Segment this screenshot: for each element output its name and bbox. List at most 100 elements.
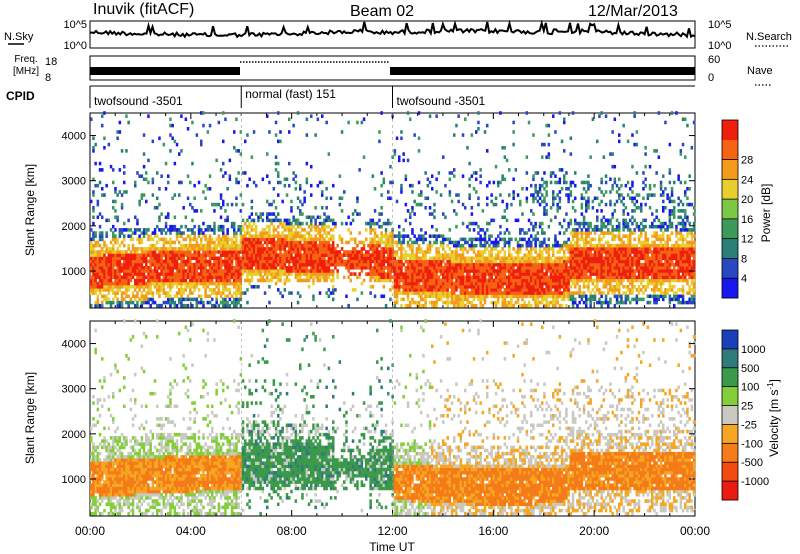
heatmap-cell bbox=[327, 269, 331, 273]
heatmap-cell bbox=[536, 278, 540, 283]
heatmap-cell bbox=[235, 288, 238, 292]
heatmap-cell bbox=[191, 247, 194, 251]
heatmap-cell bbox=[101, 285, 104, 289]
heatmap-cell bbox=[259, 234, 262, 238]
heatmap-cell bbox=[402, 262, 405, 267]
heatmap-cell bbox=[455, 259, 458, 264]
heatmap-cell bbox=[125, 285, 128, 289]
heatmap-cell bbox=[263, 250, 267, 254]
heatmap-cell bbox=[505, 300, 509, 305]
heatmap-cell bbox=[422, 291, 425, 295]
heatmap-cell bbox=[219, 237, 223, 242]
heatmap-cell bbox=[541, 262, 544, 267]
heatmap-cell bbox=[94, 256, 97, 261]
heatmap-cell bbox=[290, 247, 293, 251]
heatmap-cell bbox=[162, 281, 166, 286]
heatmap-cell bbox=[602, 215, 606, 220]
heatmap-cell bbox=[219, 278, 223, 283]
heatmap-cell bbox=[373, 266, 377, 270]
heatmap-cell bbox=[250, 234, 254, 238]
heatmap-cell bbox=[558, 266, 562, 270]
heatmap-cell bbox=[525, 199, 529, 204]
heatmap-cell bbox=[266, 215, 269, 220]
heatmap-cell bbox=[365, 237, 368, 242]
heatmap-cell bbox=[211, 247, 214, 251]
heatmap-cell bbox=[197, 224, 201, 229]
heatmap-cell bbox=[281, 231, 284, 235]
heatmap-cell bbox=[250, 228, 254, 232]
heatmap-cell bbox=[151, 281, 155, 286]
heatmap-cell bbox=[321, 275, 324, 280]
heatmap-cell bbox=[453, 291, 456, 295]
heatmap-cell bbox=[178, 180, 181, 185]
heatmap-cell bbox=[215, 158, 218, 163]
heatmap-cell bbox=[208, 262, 212, 267]
heatmap-cell bbox=[439, 288, 443, 292]
heatmap-cell bbox=[409, 275, 412, 280]
heatmap-cell bbox=[149, 259, 152, 264]
heatmap-cell bbox=[593, 231, 597, 235]
heatmap-cell bbox=[398, 234, 401, 238]
heatmap-cell bbox=[578, 275, 581, 280]
heatmap-cell bbox=[532, 288, 535, 292]
heatmap-cell bbox=[116, 253, 119, 257]
heatmap-cell bbox=[545, 155, 548, 159]
heatmap-cell bbox=[193, 262, 196, 267]
heatmap-cell bbox=[202, 221, 205, 226]
heatmap-cell bbox=[103, 240, 106, 245]
heatmap-cell bbox=[483, 247, 487, 251]
heatmap-cell bbox=[488, 262, 491, 267]
heatmap-cell bbox=[585, 199, 588, 204]
heatmap-cell bbox=[125, 190, 128, 194]
heatmap-cell bbox=[246, 224, 249, 229]
heatmap-cell bbox=[92, 256, 95, 261]
heatmap-cell bbox=[560, 285, 564, 289]
heatmap-cell bbox=[351, 288, 355, 292]
heatmap-cell bbox=[90, 262, 93, 267]
heatmap-cell bbox=[395, 266, 399, 270]
heatmap-cell bbox=[252, 218, 256, 223]
heatmap-cell bbox=[547, 256, 551, 261]
heatmap-cell bbox=[549, 266, 553, 270]
heatmap-cell bbox=[543, 294, 546, 299]
heatmap-cell bbox=[292, 247, 295, 251]
heatmap-cell bbox=[171, 256, 174, 261]
heatmap-cell bbox=[389, 297, 392, 302]
heatmap-cell bbox=[371, 237, 375, 242]
heatmap-cell bbox=[285, 269, 289, 273]
heatmap-cell bbox=[596, 266, 599, 270]
heatmap-cell bbox=[226, 303, 229, 308]
heatmap-cell bbox=[189, 291, 192, 295]
heatmap-cell bbox=[479, 180, 482, 185]
heatmap-cell bbox=[393, 269, 397, 273]
heatmap-cell bbox=[525, 291, 529, 295]
heatmap-cell bbox=[277, 111, 280, 115]
heatmap-cell bbox=[123, 253, 126, 257]
heatmap-cell bbox=[420, 291, 423, 295]
heatmap-cell bbox=[274, 247, 278, 251]
heatmap-cell bbox=[200, 228, 203, 232]
heatmap-cell bbox=[426, 262, 430, 267]
heatmap-cell bbox=[219, 224, 223, 229]
heatmap-cell bbox=[237, 180, 240, 185]
heatmap-cell bbox=[431, 300, 434, 305]
heatmap-cell bbox=[325, 215, 328, 220]
heatmap-cell bbox=[96, 256, 100, 261]
heatmap-cell bbox=[349, 272, 353, 276]
heatmap-cell bbox=[558, 256, 562, 261]
heatmap-cell bbox=[435, 288, 438, 292]
heatmap-cell bbox=[140, 259, 144, 264]
heatmap-cell bbox=[417, 243, 421, 248]
heatmap-cell bbox=[294, 266, 298, 270]
heatmap-cell bbox=[301, 269, 304, 273]
heatmap-cell bbox=[492, 269, 496, 273]
heatmap-cell bbox=[237, 250, 240, 254]
heatmap-cell bbox=[241, 234, 245, 238]
heatmap-cell bbox=[270, 262, 273, 267]
heatmap-cell bbox=[105, 234, 108, 238]
heatmap-cell bbox=[494, 262, 498, 267]
heatmap-cell bbox=[204, 269, 207, 273]
heatmap-cell bbox=[521, 281, 524, 286]
heatmap-cell bbox=[175, 259, 179, 264]
heatmap-cell bbox=[501, 275, 504, 280]
